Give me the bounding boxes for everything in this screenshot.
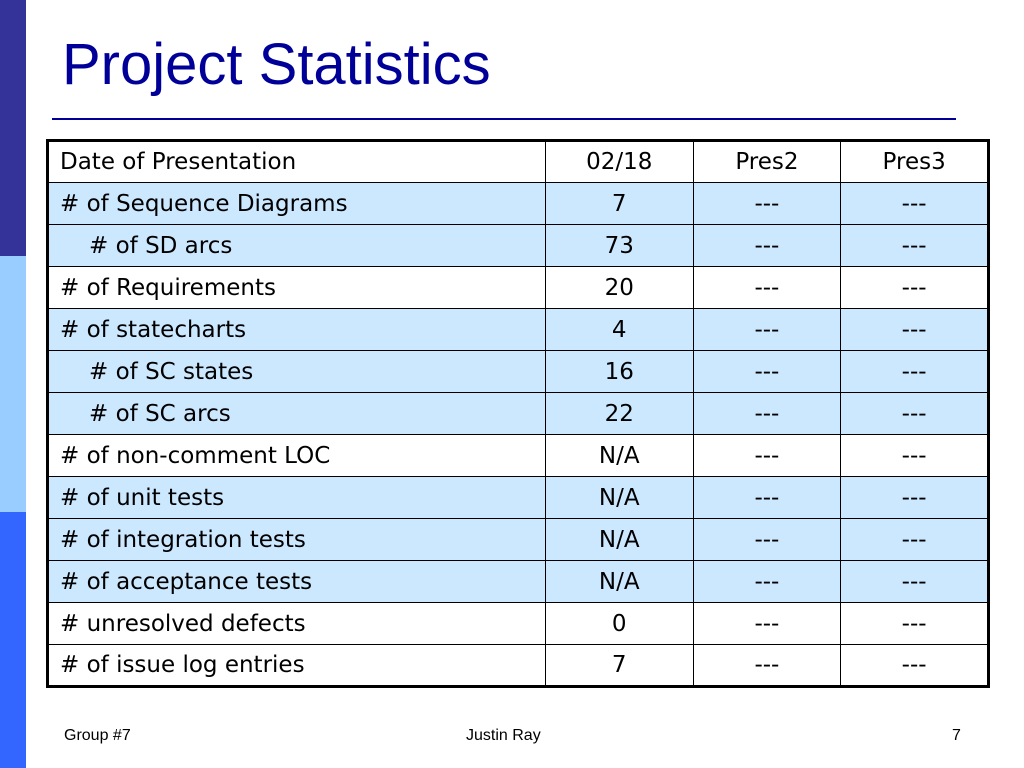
row-value: ---	[692, 392, 842, 435]
table-row: # of Sequence Diagrams 7 --- ---	[47, 182, 989, 225]
row-label: # of non-comment LOC	[47, 434, 546, 477]
row-value: ---	[692, 308, 842, 351]
row-value: N/A	[544, 518, 694, 561]
row-value: ---	[692, 560, 842, 603]
row-value: ---	[692, 518, 842, 561]
row-value: N/A	[544, 560, 694, 603]
row-label: # of issue log entries	[47, 644, 546, 687]
row-label: # unresolved defects	[47, 602, 546, 645]
side-bar-light	[0, 256, 26, 512]
header-cell-pres3: Pres3	[840, 140, 989, 183]
row-value: 4	[544, 308, 694, 351]
row-value: ---	[840, 350, 989, 393]
row-value: ---	[692, 602, 842, 645]
table-row: # of unit tests N/A --- ---	[47, 476, 989, 519]
row-value: ---	[692, 434, 842, 477]
row-value: ---	[840, 434, 989, 477]
row-value: ---	[840, 224, 989, 267]
row-value: ---	[840, 392, 989, 435]
row-value: ---	[840, 644, 989, 687]
table-row: # of SC arcs 22 --- ---	[47, 392, 989, 435]
footer-group: Group #7	[64, 727, 131, 744]
side-bar-mid	[0, 512, 26, 768]
row-value: ---	[840, 560, 989, 603]
row-label: # of unit tests	[47, 476, 546, 519]
table-row: # unresolved defects 0 --- ---	[47, 602, 989, 645]
slide-title: Project Statistics	[62, 32, 491, 97]
row-value: N/A	[544, 434, 694, 477]
row-value: N/A	[544, 476, 694, 519]
row-value: ---	[840, 308, 989, 351]
row-value: ---	[692, 182, 842, 225]
row-label: # of Requirements	[47, 266, 546, 309]
header-cell-date: 02/18	[544, 140, 694, 183]
row-value: ---	[692, 224, 842, 267]
row-label: # of integration tests	[47, 518, 546, 561]
header-cell-label: Date of Presentation	[47, 140, 546, 183]
row-value: 7	[544, 182, 694, 225]
row-value: 73	[544, 224, 694, 267]
table-row: # of issue log entries 7 --- ---	[47, 644, 989, 687]
title-underline	[52, 118, 956, 120]
statistics-table-body: Date of Presentation 02/18 Pres2 Pres3 #…	[47, 140, 989, 687]
row-value: 0	[544, 602, 694, 645]
row-value: ---	[692, 476, 842, 519]
table-row: # of SC states 16 --- ---	[47, 350, 989, 393]
row-value: 16	[544, 350, 694, 393]
table-row: # of acceptance tests N/A --- ---	[47, 560, 989, 603]
row-value: ---	[840, 182, 989, 225]
row-value: 7	[544, 644, 694, 687]
row-label: # of SC states	[47, 350, 546, 393]
table-row: # of SD arcs 73 --- ---	[47, 224, 989, 267]
row-value: ---	[692, 266, 842, 309]
table-row: # of non-comment LOC N/A --- ---	[47, 434, 989, 477]
table-row: # of statecharts 4 --- ---	[47, 308, 989, 351]
footer-page-number: 7	[952, 727, 961, 744]
table-header-row: Date of Presentation 02/18 Pres2 Pres3	[47, 140, 989, 183]
table-row: # of integration tests N/A --- ---	[47, 518, 989, 561]
row-value: ---	[840, 518, 989, 561]
row-value: 20	[544, 266, 694, 309]
row-label: # of SC arcs	[47, 392, 546, 435]
row-value: 22	[544, 392, 694, 435]
row-value: ---	[692, 644, 842, 687]
row-label: # of SD arcs	[47, 224, 546, 267]
row-label: # of acceptance tests	[47, 560, 546, 603]
row-value: ---	[692, 350, 842, 393]
header-cell-pres2: Pres2	[692, 140, 842, 183]
table-row: # of Requirements 20 --- ---	[47, 266, 989, 309]
row-value: ---	[840, 266, 989, 309]
footer-author: Justin Ray	[466, 727, 541, 744]
row-value: ---	[840, 476, 989, 519]
row-label: # of Sequence Diagrams	[47, 182, 546, 225]
statistics-table: Date of Presentation 02/18 Pres2 Pres3 #…	[46, 139, 990, 688]
row-label: # of statecharts	[47, 308, 546, 351]
side-bar-dark	[0, 0, 26, 256]
row-value: ---	[840, 602, 989, 645]
